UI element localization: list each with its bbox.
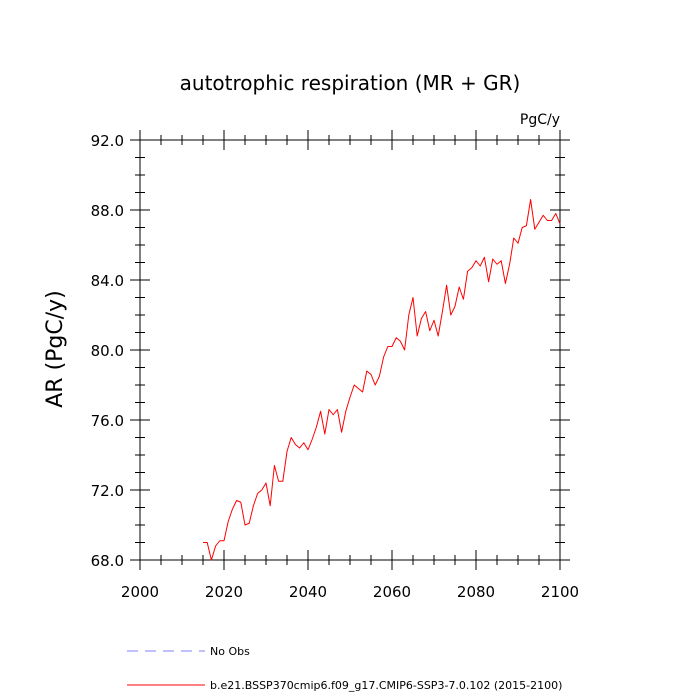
x-axis-tick-labels: 2000 2020 2040 2060 2080 2100 xyxy=(121,583,579,601)
x-tick-label: 2020 xyxy=(205,583,243,601)
legend-label-model-run: b.e21.BSSP370cmip6.f09_g17.CMIP6-SSP3-7.… xyxy=(210,679,562,692)
y-tick-label: 84.0 xyxy=(91,272,124,290)
y-tick-label: 76.0 xyxy=(91,412,124,430)
x-tick-label: 2000 xyxy=(121,583,159,601)
series-line xyxy=(203,199,561,561)
y-tick-label: 68.0 xyxy=(91,552,124,570)
chart-title: autotrophic respiration (MR + GR) xyxy=(180,71,521,95)
y-axis-label: AR (PgC/y) xyxy=(43,290,68,408)
x-tick-label: 2040 xyxy=(289,583,327,601)
x-tick-label: 2060 xyxy=(373,583,411,601)
y-tick-label: 88.0 xyxy=(91,202,124,220)
series-group xyxy=(203,199,561,561)
y-axis-ticks xyxy=(130,139,570,561)
y-tick-label: 72.0 xyxy=(91,482,124,500)
y-tick-label: 80.0 xyxy=(91,342,124,360)
units-label: PgC/y xyxy=(520,112,560,128)
legend-label-no-obs: No Obs xyxy=(210,645,250,658)
plot-frame xyxy=(139,139,561,561)
y-axis-tick-labels: 68.0 72.0 76.0 80.0 84.0 88.0 92.0 xyxy=(91,132,124,570)
y-tick-label: 92.0 xyxy=(91,132,124,150)
x-axis-ticks xyxy=(139,130,561,570)
x-tick-label: 2100 xyxy=(541,583,579,601)
x-tick-label: 2080 xyxy=(457,583,495,601)
legend: No Obs b.e21.BSSP370cmip6.f09_g17.CMIP6-… xyxy=(127,645,562,692)
